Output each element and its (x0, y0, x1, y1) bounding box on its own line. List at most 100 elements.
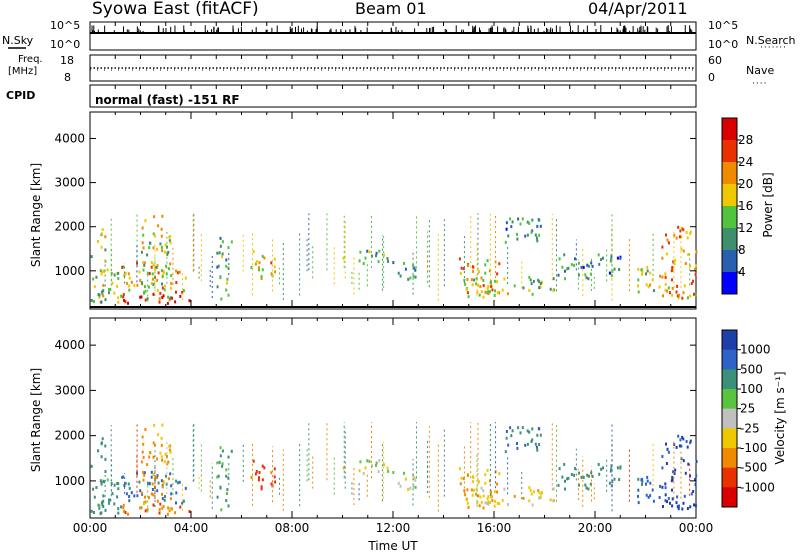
scatter-cell (170, 492, 173, 496)
scatter-cell (125, 492, 128, 496)
scatter-cell (133, 494, 136, 498)
scatter-cell (686, 296, 689, 300)
scatter-cell (160, 443, 163, 447)
scatter-cell (342, 466, 345, 470)
scatter-cell (258, 261, 261, 265)
scatter-cell (221, 240, 224, 244)
scatter-cell (528, 430, 531, 434)
scatter-cell (494, 289, 497, 293)
scatter-cell (692, 490, 695, 493)
scatter-cell (460, 476, 463, 480)
scatter-cell (138, 270, 141, 274)
scatter-cell (524, 234, 527, 238)
scatter-cell (661, 485, 664, 489)
y-tick-label: 1000 (54, 474, 85, 488)
scatter-cell (665, 462, 668, 465)
colorbar-swatch (722, 140, 737, 163)
scatter-cell (473, 488, 476, 492)
scatter-cell (664, 275, 667, 279)
scatter-cell (164, 284, 166, 288)
scatter-cell (608, 481, 611, 485)
scatter-cell (364, 256, 367, 260)
scatter-cell (664, 282, 667, 286)
velocity-y-ticks: 1000 2000 3000 4000 (54, 338, 696, 488)
scatter-cell (377, 470, 380, 473)
scatter-cell (375, 254, 377, 258)
scatter-cell (496, 482, 499, 486)
scatter-cell (150, 475, 153, 479)
scatter-cell (161, 485, 164, 489)
scatter-cell (480, 290, 483, 294)
scatter-cell (90, 255, 93, 259)
scatter-cell (218, 460, 221, 464)
scatter-cell (130, 491, 133, 495)
scatter-cell (160, 234, 163, 238)
scatter-cell (378, 249, 381, 253)
scatter-cell (156, 499, 159, 503)
scatter-cell (106, 268, 109, 272)
scatter-cell (531, 438, 534, 442)
scatter-cell (413, 266, 416, 270)
scatter-cell (693, 292, 695, 296)
scatter-cell (225, 499, 228, 503)
scatter-cell (587, 474, 590, 478)
scatter-cell (179, 294, 182, 298)
scatter-cell (567, 476, 570, 480)
scatter-cell (672, 470, 675, 474)
scatter-cell (216, 285, 219, 289)
scatter-cell (142, 268, 145, 272)
velocity-cells (90, 422, 698, 516)
colorbar-tick-label: 500 (740, 362, 763, 376)
scatter-cell (480, 500, 483, 504)
scatter-cell (564, 487, 566, 491)
scatter-cell (464, 282, 467, 286)
scatter-cell (682, 249, 685, 253)
scatter-cell (667, 286, 670, 290)
scatter-cell (682, 501, 685, 505)
scatter-cell (167, 506, 170, 510)
scatter-cell (686, 236, 689, 240)
colorbar-swatch (722, 206, 737, 229)
scatter-cell (377, 260, 380, 264)
scatter-cell (532, 490, 535, 494)
freq-rtick-high: 60 (708, 54, 722, 67)
freq-panel: Freq. [MHz] 18 8 60 0 Nave ···· (8, 54, 774, 89)
scatter-cell (640, 478, 643, 482)
scatter-cell (101, 503, 104, 507)
scatter-cell (164, 452, 167, 456)
scatter-cell (225, 474, 228, 478)
scatter-cell (121, 265, 124, 269)
scatter-cell (693, 503, 695, 507)
scatter-cell (467, 505, 470, 509)
scatter-cell (273, 475, 276, 479)
scatter-cell (676, 294, 679, 298)
scatter-cell (165, 264, 167, 268)
scatter-cell (671, 497, 674, 501)
scatter-cell (539, 282, 542, 285)
colorbar-swatch (722, 184, 737, 207)
scatter-cell (257, 478, 260, 482)
scatter-cell (100, 455, 103, 459)
scatter-cell (484, 473, 487, 477)
scatter-cell (689, 264, 691, 268)
scatter-cell (120, 505, 123, 509)
colorbar-tick-label: -100 (740, 441, 767, 455)
scatter-cell (142, 442, 145, 446)
scatter-cell (169, 497, 172, 501)
scatter-cell (404, 267, 407, 271)
scatter-cell (597, 463, 600, 466)
scatter-cell (517, 217, 520, 221)
scatter-cell (270, 261, 273, 265)
scatter-cell (678, 293, 680, 297)
scatter-cell (226, 492, 228, 495)
scatter-cell (102, 294, 105, 298)
scatter-cell (142, 261, 145, 265)
scatter-cell (645, 493, 648, 497)
scatter-cell (101, 292, 104, 296)
scatter-cell (258, 266, 260, 270)
scatter-cell (506, 503, 509, 506)
scatter-cell (111, 492, 114, 496)
velocity-x-ticks: 00:00 04:00 08:00 12:00 16:00 20:00 00:00 (73, 318, 713, 535)
scatter-cell (484, 271, 487, 275)
scatter-cell (580, 475, 583, 479)
